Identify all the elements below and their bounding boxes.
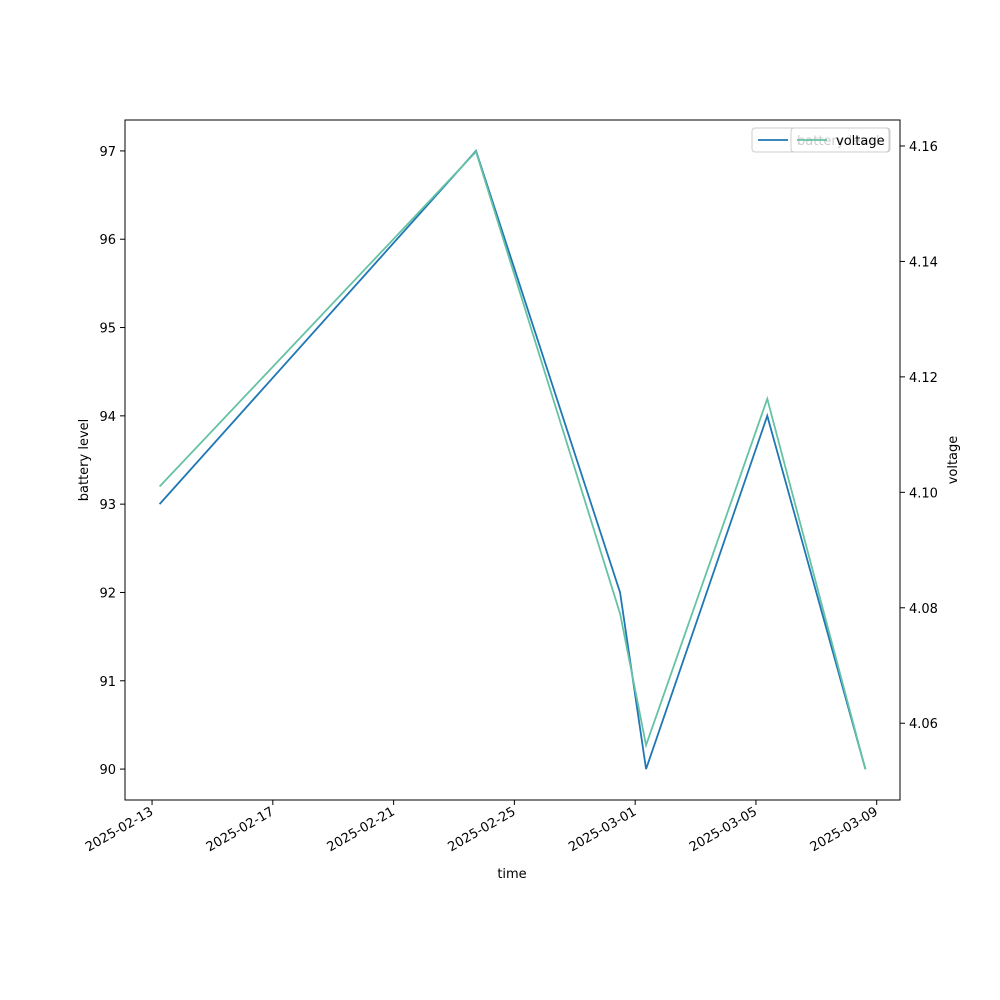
y2-tick-label: 4.06: [909, 717, 938, 732]
series-line: [158, 150, 867, 770]
x-tick-label: 2025-02-21: [325, 804, 398, 855]
y-tick-label: 96: [99, 233, 116, 248]
legend-box: [790, 127, 890, 153]
x-tick-label: 2025-02-13: [83, 804, 156, 855]
y2-axis-label: voltage: [946, 436, 961, 485]
x-tick-label: 2025-03-01: [566, 804, 639, 855]
y-tick-label: 95: [99, 322, 116, 337]
y-axis-label: battery level: [77, 419, 92, 502]
y-tick-label: 90: [99, 763, 116, 778]
y2-tick-label: 4.14: [909, 255, 938, 270]
x-tick-label: 2025-02-17: [204, 804, 277, 855]
x-tick-label: 2025-03-09: [808, 804, 881, 855]
legend-label: voltage: [836, 134, 885, 149]
y2-tick-label: 4.12: [909, 371, 938, 386]
y-tick-label: 92: [99, 586, 116, 601]
y-tick-label: 94: [99, 410, 116, 425]
y2-tick-label: 4.10: [909, 486, 938, 501]
y-tick-label: 97: [99, 145, 116, 160]
y-tick-label: 93: [99, 498, 116, 513]
y2-tick-label: 4.16: [909, 140, 938, 155]
x-axis-label: time: [497, 867, 526, 882]
x-tick-label: 2025-02-25: [445, 804, 518, 855]
plot-frame: [124, 119, 901, 801]
y2-tick-label: 4.08: [909, 602, 938, 617]
x-tick-label: 2025-03-05: [687, 804, 760, 855]
y-tick-label: 91: [99, 675, 116, 690]
series-line: [158, 149, 867, 770]
